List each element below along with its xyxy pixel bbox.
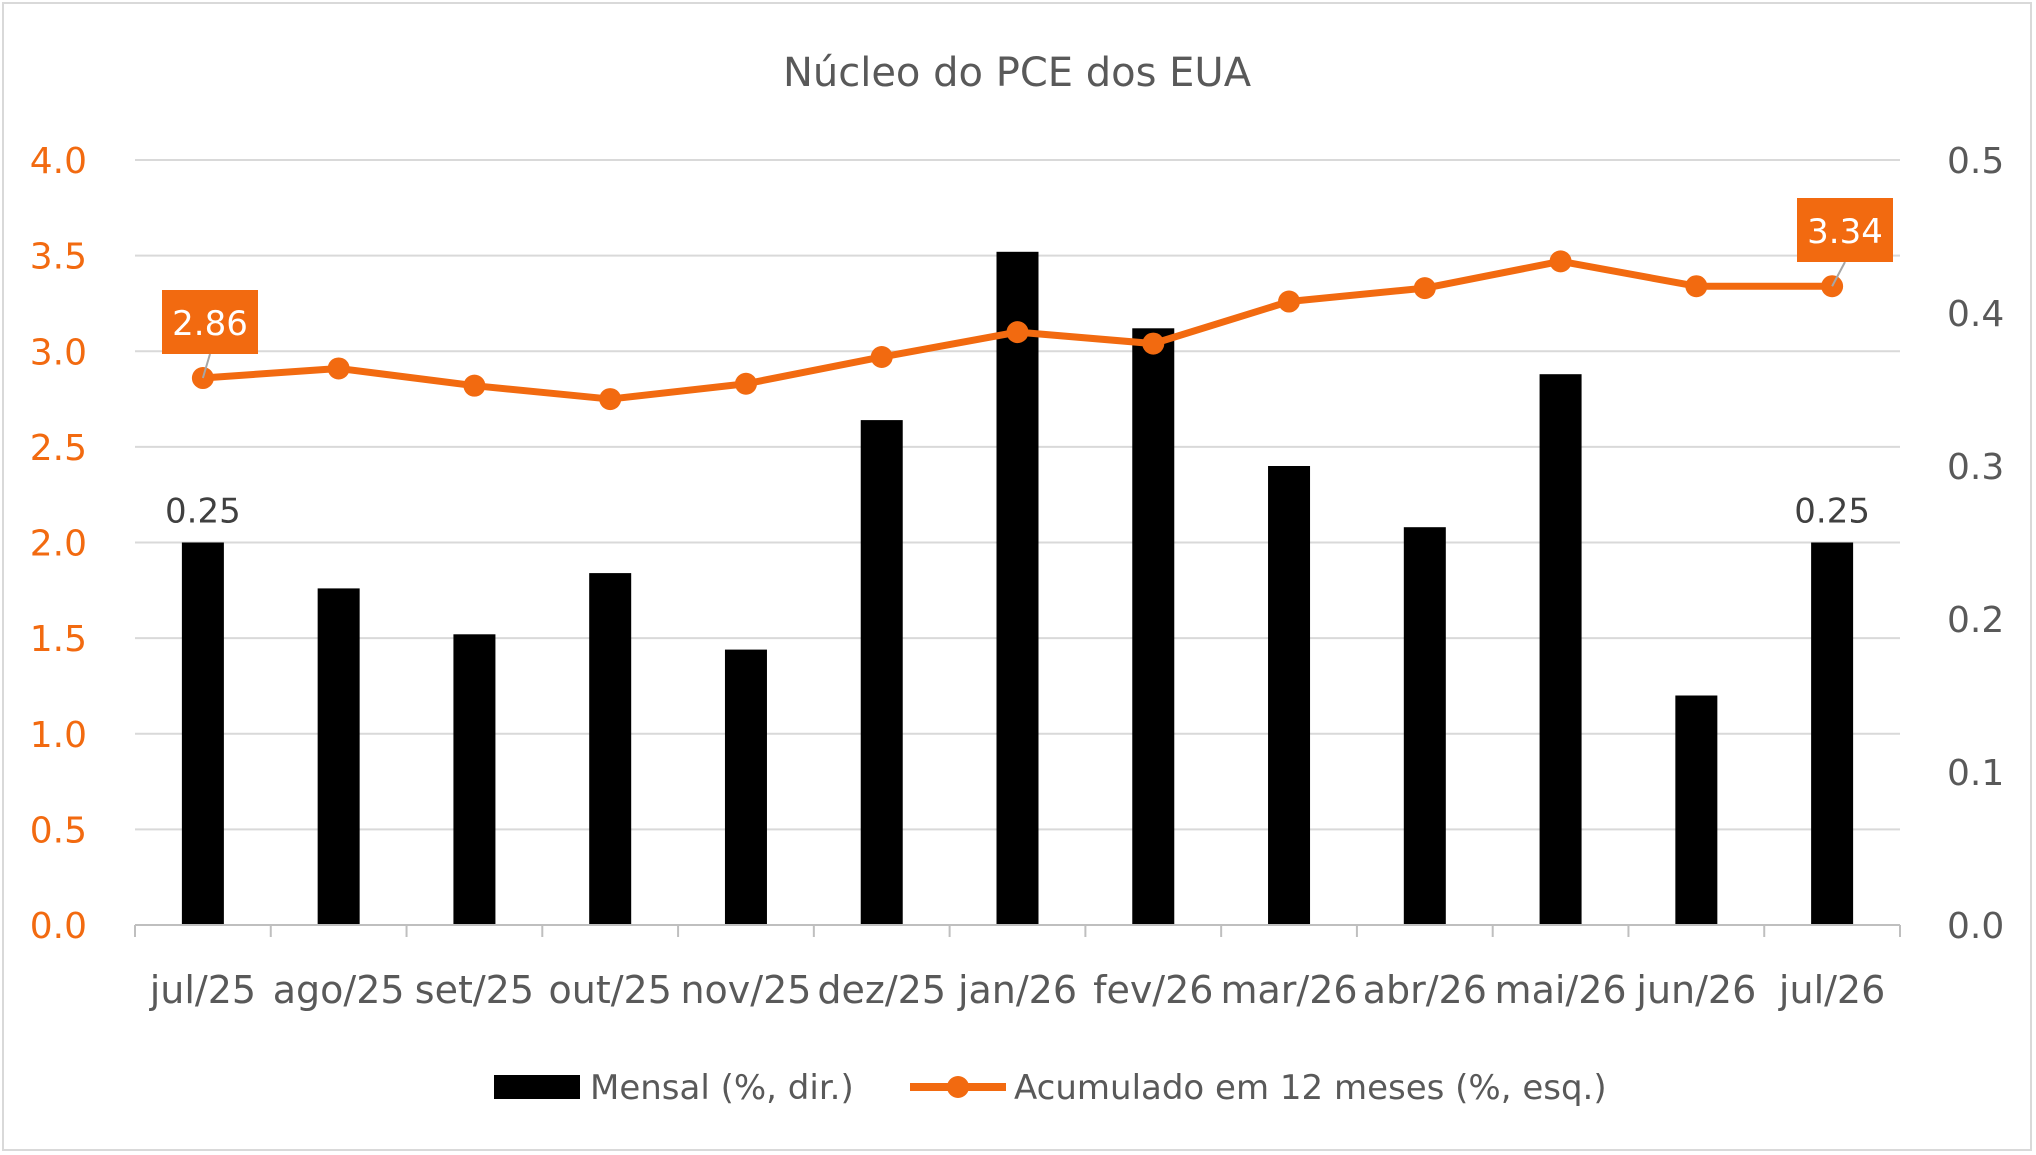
legend-label-mensal: Mensal (%, dir.)	[590, 1068, 854, 1108]
right-axis-tick-label: 0.4	[1947, 294, 2004, 335]
x-axis-tick-label: jan/26	[957, 968, 1077, 1012]
line-point	[1413, 277, 1436, 300]
left-axis-tick-label: 1.5	[30, 619, 87, 660]
legend-swatch-mensal	[494, 1075, 580, 1099]
x-axis-tick-label: mai/26	[1495, 968, 1627, 1012]
line-point	[1549, 250, 1572, 273]
chart-title: Núcleo do PCE dos EUA	[783, 50, 1252, 96]
bar-data-label: 0.25	[165, 492, 241, 532]
legend-label-acumulado: Acumulado em 12 meses (%, esq.)	[1014, 1068, 1607, 1108]
bar	[181, 542, 224, 925]
callout-box	[1797, 198, 1893, 262]
right-axis-tick-label: 0.3	[1947, 447, 2004, 488]
x-axis-tick-label: jul/26	[1778, 968, 1885, 1012]
bar	[1539, 374, 1582, 925]
line-point	[463, 374, 486, 397]
line-point	[870, 345, 893, 368]
axes: 0.0 0.5 1.0 1.5 2.0 2.5 3.0 3.5 4.0 0.0 0.1 0.2 0.3 0…	[30, 141, 2005, 1012]
right-axis-tick-label: 0.5	[1947, 141, 2004, 182]
left-axis-tick-label: 0.0	[30, 906, 87, 947]
x-axis-tick-label: nov/25	[680, 968, 811, 1012]
line-point	[599, 388, 622, 411]
bar	[1403, 527, 1446, 925]
bar	[453, 634, 496, 925]
line-point	[327, 357, 350, 380]
callout-leader	[1831, 261, 1846, 287]
left-axis-tick-label: 0.5	[30, 810, 87, 851]
bar	[1675, 695, 1718, 925]
line-point	[1006, 321, 1029, 344]
x-axis-tick-label: fev/26	[1093, 968, 1213, 1012]
legend: Mensal (%, dir.) Acumulado em 12 meses (…	[494, 1068, 1607, 1108]
bar	[589, 573, 632, 925]
bar	[996, 251, 1039, 926]
left-axis-tick-label: 3.5	[30, 237, 87, 278]
line-point	[1278, 290, 1301, 313]
line-point	[1685, 275, 1708, 298]
line-data-label: 3.34	[1807, 212, 1883, 252]
x-axis-tick-label: dez/25	[817, 968, 946, 1012]
left-axis-tick-label: 3.0	[30, 332, 87, 373]
bar-series	[181, 251, 1854, 926]
bar	[724, 649, 767, 925]
line-point	[734, 372, 757, 395]
x-axis-tick-label: abr/26	[1363, 968, 1487, 1012]
x-axis-tick-label: set/25	[415, 968, 534, 1012]
left-axis-tick-label: 4.0	[30, 141, 87, 182]
x-axis-tick-label: jun/26	[1635, 968, 1756, 1012]
line-data-label: 2.86	[172, 304, 248, 344]
bar	[1132, 328, 1175, 925]
x-axis-tick-label: out/25	[548, 968, 671, 1012]
bar	[1268, 466, 1311, 925]
right-axis-tick-label: 0.1	[1947, 753, 2004, 794]
x-axis-tick-label: jul/25	[149, 968, 256, 1012]
left-axis-tick-label: 2.0	[30, 524, 87, 565]
x-axis-tick-label: ago/25	[273, 968, 405, 1012]
bar	[860, 420, 903, 925]
bar	[317, 588, 360, 925]
bar-data-label: 0.25	[1794, 492, 1870, 532]
bar	[1811, 542, 1854, 925]
x-axis-tick-label: mar/26	[1220, 968, 1357, 1012]
data-labels: 0.25 0.25 2.86 3.34	[162, 198, 1893, 532]
left-axis-tick-label: 2.5	[30, 428, 87, 469]
left-axis-tick-label: 1.0	[30, 715, 87, 756]
callout-leader	[201, 353, 211, 379]
line-point	[1142, 332, 1165, 355]
legend-swatch-acumulado-marker	[947, 1076, 969, 1098]
callout-box	[162, 290, 258, 354]
right-axis-tick-label: 0.0	[1947, 906, 2004, 947]
right-axis-tick-label: 0.2	[1947, 600, 2004, 641]
